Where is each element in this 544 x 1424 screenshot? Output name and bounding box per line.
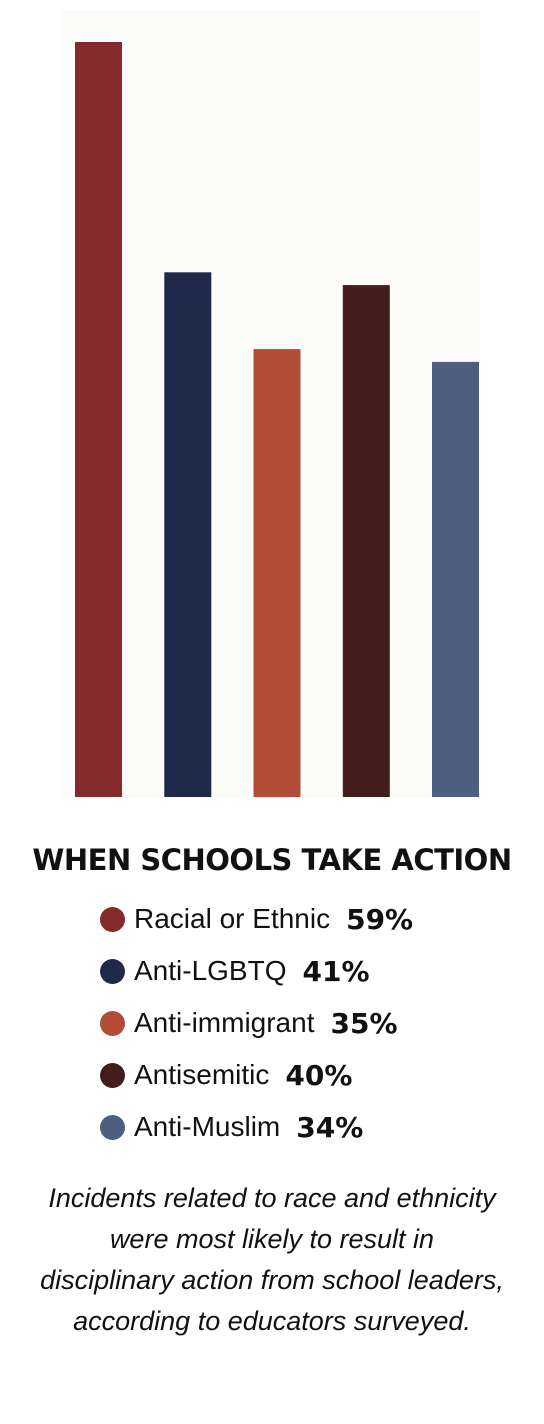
bar-racial-or-ethnic <box>75 42 122 797</box>
legend-value: 41% <box>302 954 370 988</box>
legend-item: Antisemitic 40% <box>100 1049 530 1101</box>
legend-item: Anti-Muslim 34% <box>100 1101 530 1153</box>
legend-label: Anti-Muslim <box>134 1111 281 1142</box>
legend-label: Anti-immigrant <box>134 1007 315 1038</box>
legend-swatch-icon <box>100 1010 125 1036</box>
legend-value: 34% <box>296 1110 364 1144</box>
legend-swatch-icon <box>100 906 125 932</box>
legend-item: Anti-LGBTQ 41% <box>100 945 530 997</box>
legend-label: Anti-LGBTQ <box>134 955 287 986</box>
bar-anti-muslim <box>432 361 479 797</box>
legend-swatch-icon <box>100 1114 125 1140</box>
bar-antisemitic <box>342 285 390 797</box>
bar-anti-lgbtq <box>164 272 212 797</box>
bar-chart <box>75 42 479 797</box>
legend-swatch-icon <box>100 1062 125 1088</box>
legend-item: Anti-immigrant 35% <box>100 997 530 1049</box>
chart-legend: Racial or Ethnic 59% Anti-LGBTQ 41% Anti-imm… <box>100 893 530 1153</box>
legend-value: 40% <box>285 1058 353 1092</box>
chart-area <box>75 42 479 797</box>
legend-value: 59% <box>346 902 414 936</box>
legend-item: Racial or Ethnic 59% <box>100 893 530 945</box>
chart-caption: Incidents related to race and ethnicity … <box>40 1183 504 1336</box>
legend-value: 35% <box>330 1006 398 1040</box>
chart-title: WHEN SCHOOLS TAKE ACTION <box>32 843 512 877</box>
legend-label: Antisemitic <box>134 1059 270 1090</box>
legend-label: Racial or Ethnic <box>134 903 331 934</box>
bar-anti-immigrant <box>253 349 301 797</box>
legend-swatch-icon <box>100 958 125 984</box>
